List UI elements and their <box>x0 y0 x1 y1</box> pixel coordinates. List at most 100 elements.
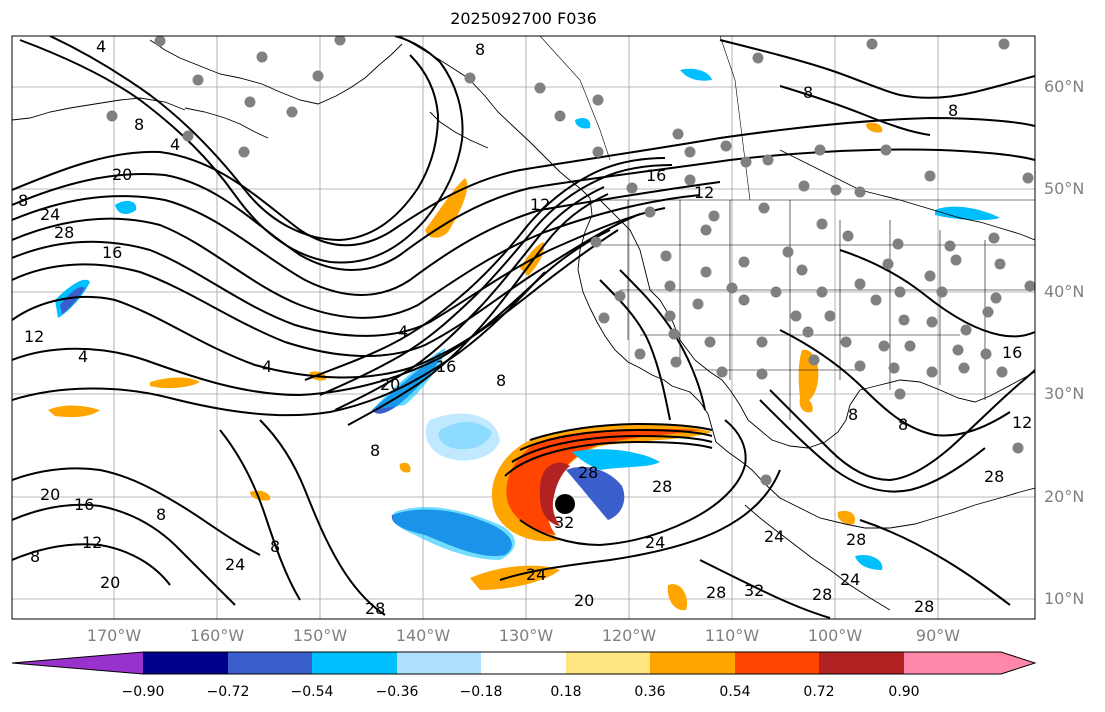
contour-label: 20 <box>574 591 594 610</box>
lon-label: 130°W <box>498 626 554 645</box>
station-dot <box>464 72 476 84</box>
station-dot <box>244 96 256 108</box>
contour-label: 24 <box>645 533 665 552</box>
station-dot <box>664 310 676 322</box>
contour-label: 28 <box>652 477 672 496</box>
contour-label: 8 <box>898 415 908 434</box>
station-dot <box>672 128 684 140</box>
station-dot <box>238 146 250 158</box>
station-dot <box>554 110 566 122</box>
shade-orange-nwp <box>250 490 271 501</box>
colorbar-tick-label: 0.18 <box>550 684 582 700</box>
contour-label: 24 <box>764 527 784 546</box>
station-dot <box>668 328 680 340</box>
station-dot <box>808 354 820 366</box>
contour-label: 4 <box>78 347 88 366</box>
shade-hurricane-blue <box>566 466 625 520</box>
contour-label: 28 <box>984 467 1004 486</box>
shade-cyan-pac <box>115 200 137 215</box>
station-dot <box>756 336 768 348</box>
station-dot <box>534 82 546 94</box>
station-dot <box>740 156 752 168</box>
shaded-field <box>48 68 1000 611</box>
shade-hurricane-cyan <box>572 449 660 470</box>
station-dot <box>256 51 268 63</box>
contour-label: 16 <box>646 166 666 185</box>
station-dot <box>334 36 346 46</box>
station-dot <box>760 474 772 486</box>
station-dot <box>998 38 1010 50</box>
colorbar-tick-label: −0.18 <box>459 684 503 700</box>
shade-hurricane-darkred <box>539 462 570 526</box>
shade-orange-400 <box>399 462 411 473</box>
station-dot <box>634 348 646 360</box>
shade-orange-mx2 <box>799 397 813 413</box>
contour-label: 24 <box>225 555 245 574</box>
contour-label: 8 <box>270 537 280 556</box>
contour-label: 16 <box>74 495 94 514</box>
contour-label: 8 <box>30 547 40 566</box>
station-dot <box>898 314 910 326</box>
colorbar-tick-label: 0.90 <box>888 684 920 700</box>
station-dot <box>592 146 604 158</box>
lon-label: 100°W <box>807 626 863 645</box>
station-dot <box>892 238 904 250</box>
map-frame <box>11 35 1036 620</box>
station-dot <box>192 74 204 86</box>
shade-cyan-gulf <box>855 554 883 570</box>
lat-label: 50°N <box>1044 179 1085 198</box>
station-dot <box>644 206 656 218</box>
station-dot <box>762 154 774 166</box>
contour-label: 24 <box>840 570 860 589</box>
lon-label: 120°W <box>601 626 657 645</box>
station-dot <box>926 316 938 328</box>
station-dot <box>598 312 610 324</box>
station-dot <box>720 140 732 152</box>
station-dot <box>882 258 894 270</box>
lat-label: 20°N <box>1044 487 1085 506</box>
station-dot <box>716 366 728 378</box>
cyclone-center-marker[interactable] <box>555 494 575 514</box>
station-dot <box>994 258 1006 270</box>
station-dot <box>782 246 794 258</box>
contour-label: 12 <box>1012 413 1032 432</box>
shade-orange-west <box>48 405 100 418</box>
contour-label: 24 <box>40 205 60 224</box>
contour-label: 28 <box>54 223 74 242</box>
contour-label: 28 <box>365 599 385 618</box>
contour-label: 28 <box>914 597 934 616</box>
station-dot <box>888 362 900 374</box>
station-dot <box>980 348 992 360</box>
lon-label: 110°W <box>704 626 760 645</box>
station-dot <box>854 278 866 290</box>
contour-label: 8 <box>803 83 813 102</box>
station-dot <box>958 362 970 374</box>
contour-label: 32 <box>744 581 764 600</box>
station-dot <box>626 182 638 194</box>
station-dot <box>816 286 828 298</box>
station-dot <box>960 324 972 336</box>
colorbar-tick-label: −0.36 <box>375 684 419 700</box>
station-dot <box>738 256 750 268</box>
station-dot <box>182 130 194 142</box>
station-dot <box>756 368 768 380</box>
station-dot <box>952 344 964 356</box>
contour-label: 8 <box>496 371 506 390</box>
station-dot <box>924 270 936 282</box>
contour-label-group: 4 8 8 8 8 4 20 8 24 28 16 16 12 12 12 4 … <box>18 37 1032 618</box>
station-dot <box>894 388 906 400</box>
station-dot <box>704 336 716 348</box>
station-dot <box>312 70 324 82</box>
station-dot <box>996 366 1008 378</box>
station-dot <box>904 340 916 352</box>
station-dot <box>790 310 802 322</box>
colorbar-tick-label: −0.90 <box>121 684 165 700</box>
lon-label: 160°W <box>189 626 245 645</box>
contour-label: 28 <box>812 585 832 604</box>
station-dot <box>770 286 782 298</box>
station-dot <box>614 290 626 302</box>
station-dot <box>816 218 828 230</box>
shade-cyan-pac2 <box>575 117 591 129</box>
station-dot <box>854 360 866 372</box>
